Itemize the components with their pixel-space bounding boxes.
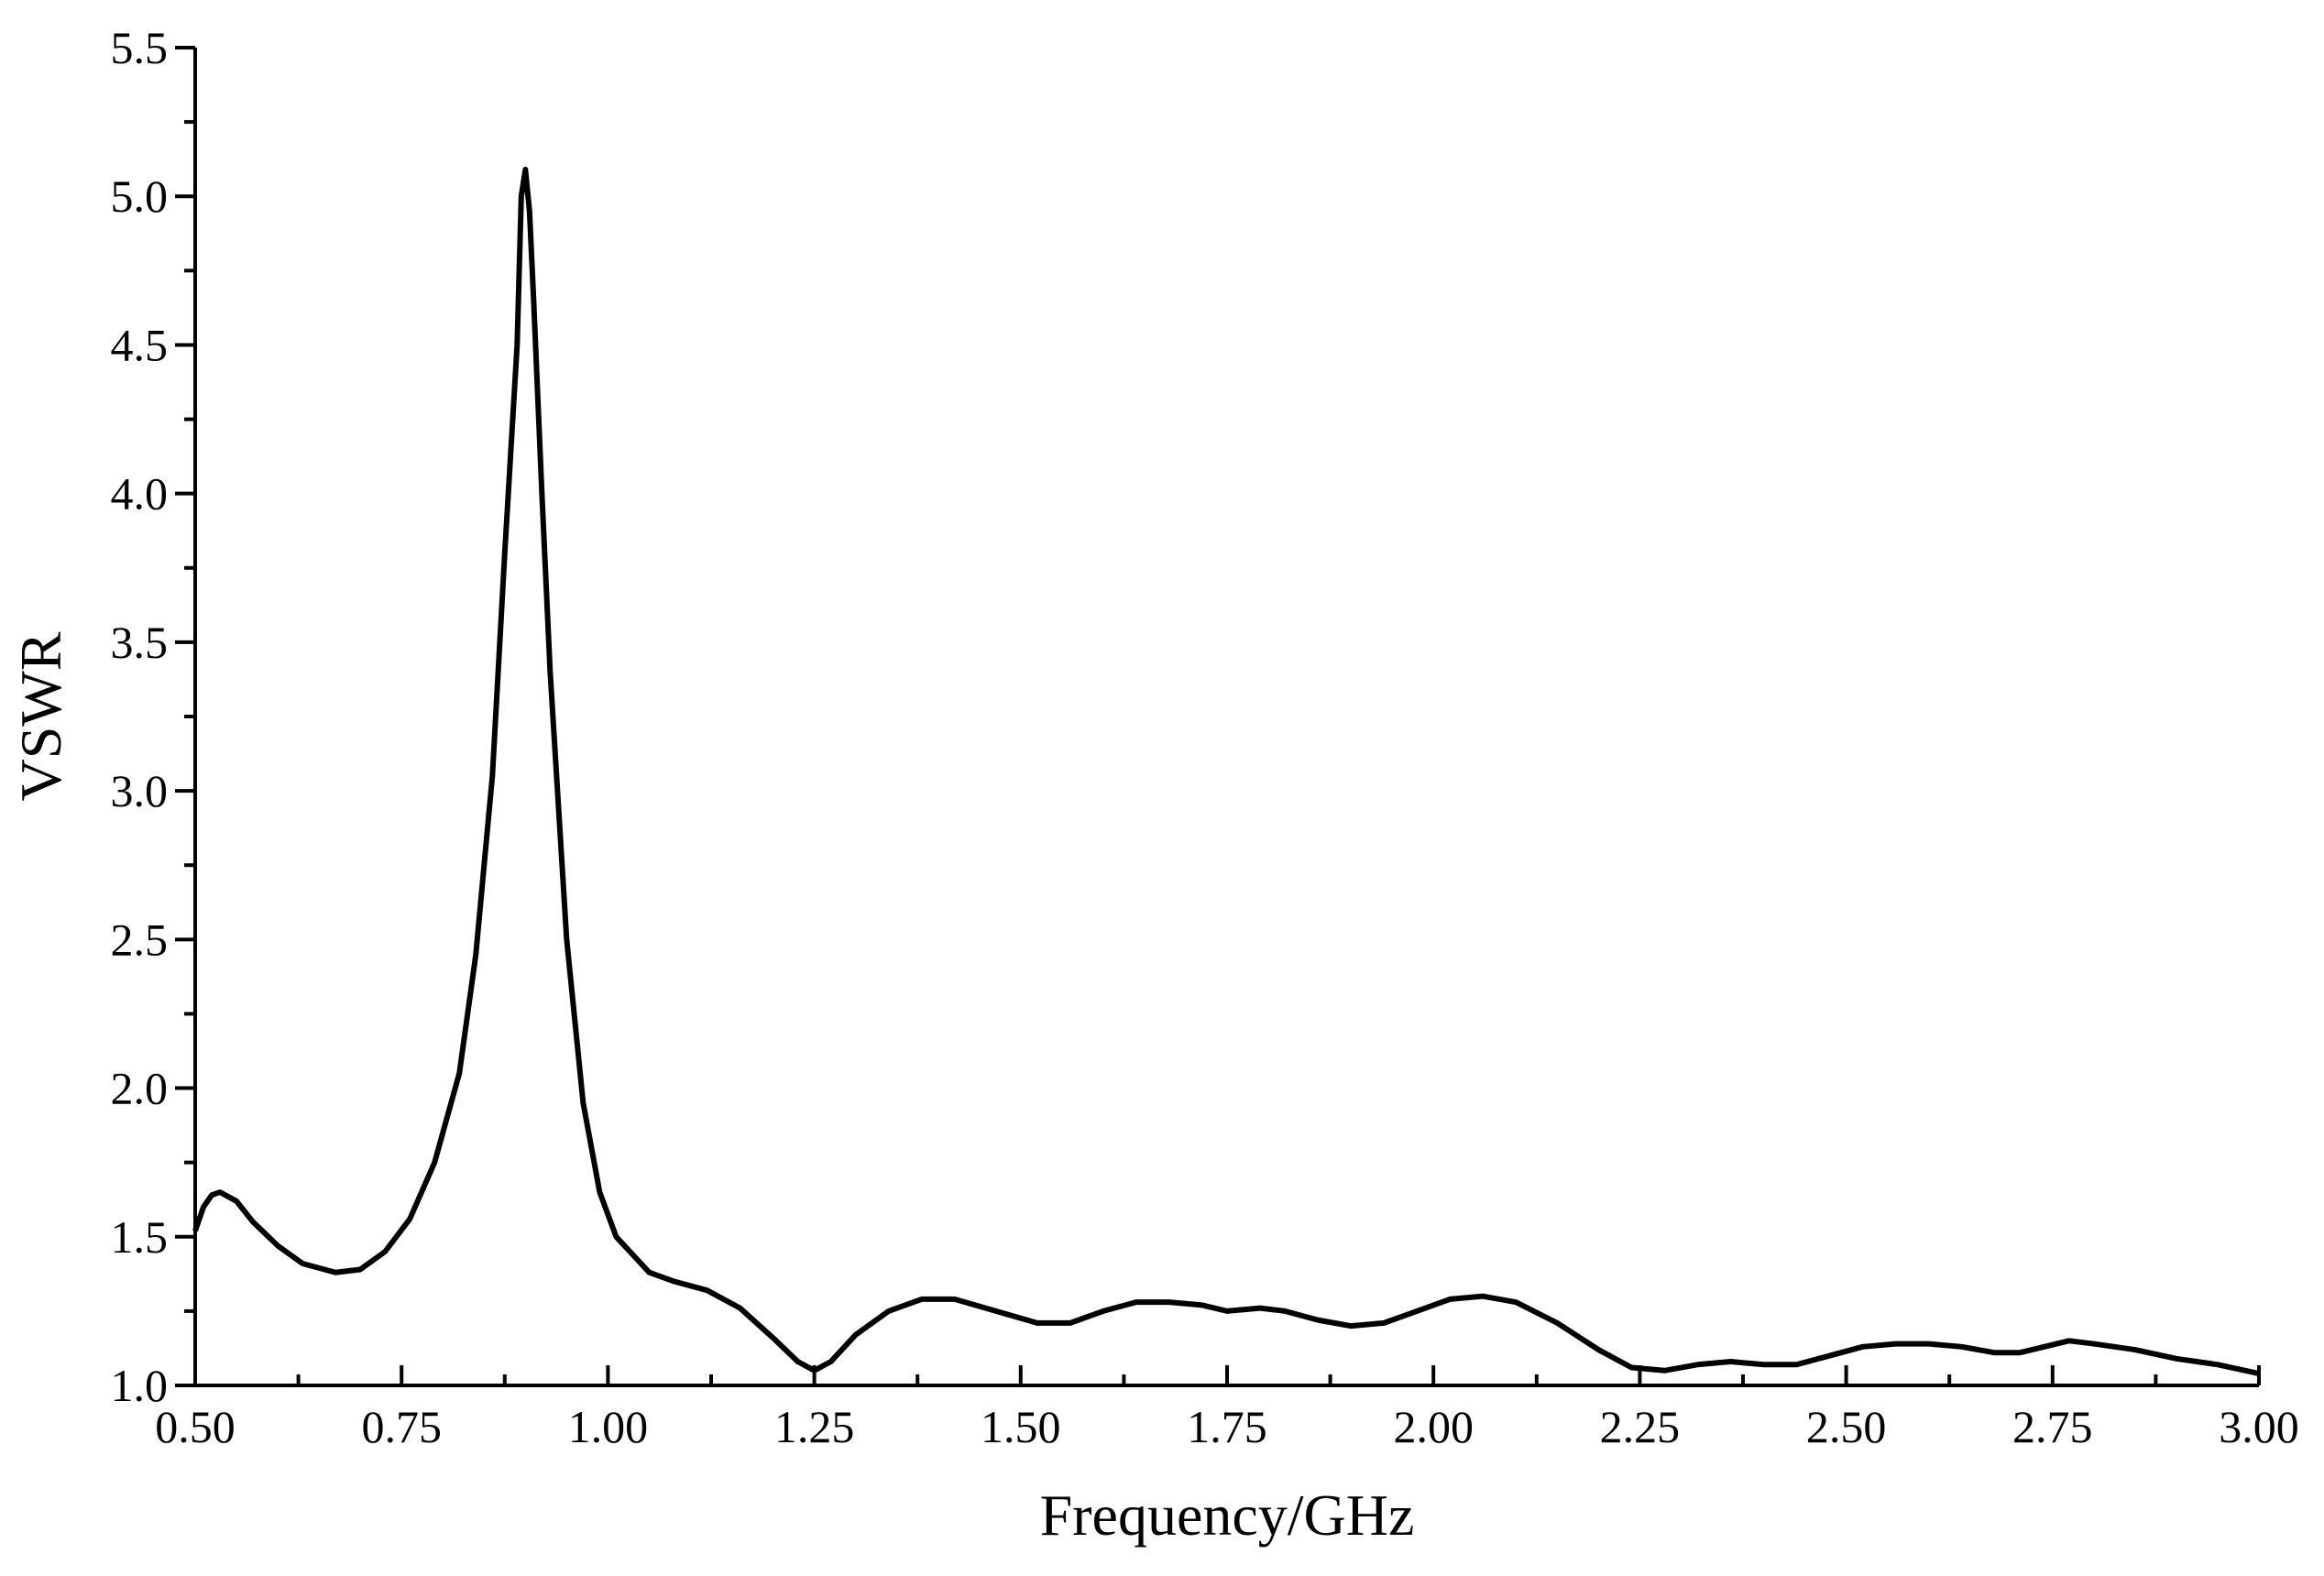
y-tick-label: 4.0: [111, 468, 169, 520]
y-tick-label: 2.5: [111, 914, 169, 965]
y-tick-label: 1.0: [111, 1360, 169, 1411]
x-tick-label: 2.50: [1806, 1401, 1887, 1452]
x-tick-label: 0.75: [361, 1401, 442, 1452]
y-tick-label: 3.5: [111, 617, 169, 668]
x-tick-label: 1.75: [1187, 1401, 1267, 1452]
y-tick-label: 5.0: [111, 170, 169, 222]
x-tick-label: 3.00: [2219, 1401, 2299, 1452]
x-tick-label: 2.00: [1393, 1401, 1474, 1452]
x-tick-label: 0.50: [155, 1401, 236, 1452]
x-tick-label: 1.00: [568, 1401, 649, 1452]
x-tick-label: 2.25: [1600, 1401, 1681, 1452]
x-tick-label: 1.25: [774, 1401, 855, 1452]
y-axis-title: VSWR: [8, 631, 73, 801]
x-tick-label: 1.50: [981, 1401, 1061, 1452]
y-tick-label: 4.5: [111, 319, 169, 370]
y-tick-label: 3.0: [111, 765, 169, 816]
data-line: [192, 167, 2260, 1376]
x-tick-label: 2.75: [2012, 1401, 2093, 1452]
y-tick-label: 5.5: [111, 22, 169, 73]
y-tick-label: 1.5: [111, 1211, 169, 1263]
x-axis-title: Frequency/GHz: [1040, 1483, 1415, 1548]
y-tick-label: 2.0: [111, 1063, 169, 1114]
